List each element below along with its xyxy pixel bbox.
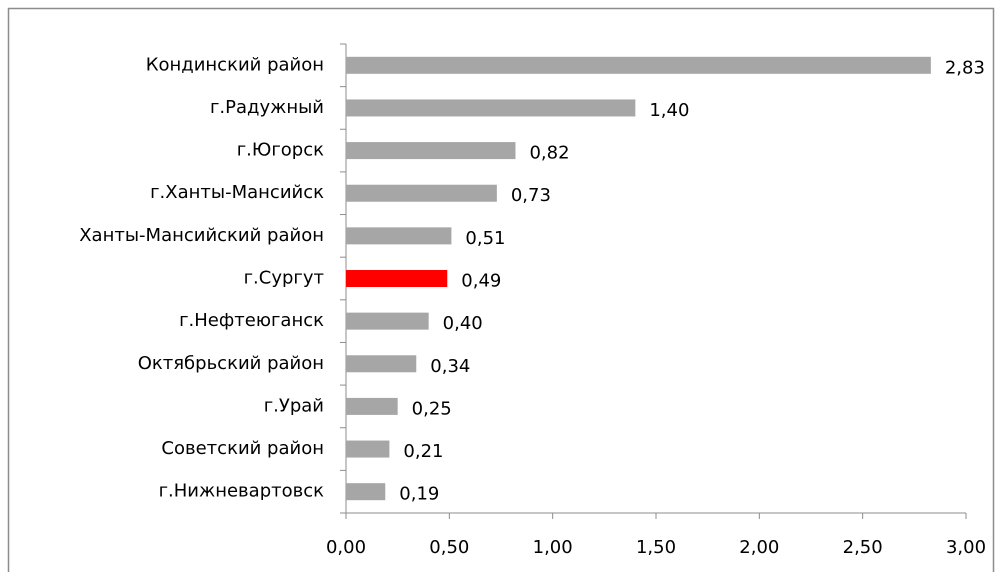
value-label: 0,73 bbox=[511, 185, 551, 206]
bar bbox=[346, 184, 497, 202]
value-label: 2,83 bbox=[945, 57, 985, 78]
bar bbox=[346, 440, 390, 458]
y-tick-label: г.Югорск bbox=[237, 140, 324, 161]
y-tick-label: г.Радужный bbox=[210, 97, 324, 118]
y-tick-label: г.Сургут bbox=[244, 268, 324, 289]
chart-frame bbox=[7, 7, 995, 572]
bar bbox=[346, 355, 417, 373]
bar bbox=[346, 227, 452, 245]
value-label: 0,19 bbox=[399, 484, 439, 505]
y-tick-label: Октябрьский район bbox=[138, 353, 324, 374]
bar bbox=[346, 56, 931, 74]
bar bbox=[346, 99, 636, 117]
y-tick-label: Советский район bbox=[161, 438, 324, 459]
value-label: 0,82 bbox=[529, 143, 569, 164]
x-tick-label: 2,00 bbox=[739, 537, 779, 558]
y-tick-label: г.Урай bbox=[264, 395, 324, 416]
value-label: 0,51 bbox=[465, 228, 505, 249]
bar bbox=[346, 312, 429, 330]
x-tick-label: 2,50 bbox=[843, 537, 883, 558]
value-label: 1,40 bbox=[649, 100, 689, 121]
value-label: 0,40 bbox=[443, 313, 483, 334]
bar bbox=[346, 397, 398, 415]
x-tick-label: 0,00 bbox=[326, 537, 366, 558]
x-tick-label: 0,50 bbox=[429, 537, 469, 558]
x-tick-label: 3,00 bbox=[946, 537, 986, 558]
x-tick-label: 1,00 bbox=[533, 537, 573, 558]
value-label: 0,34 bbox=[430, 356, 470, 377]
bar bbox=[346, 270, 448, 287]
bar bbox=[346, 142, 516, 160]
y-tick-label: Кондинский район bbox=[146, 54, 324, 75]
value-label: 0,21 bbox=[403, 441, 443, 462]
y-tick-label: г.Нефтеюганск bbox=[179, 310, 324, 331]
bar bbox=[346, 483, 386, 501]
x-tick-label: 1,50 bbox=[636, 537, 676, 558]
y-tick-label: Ханты-Мансийский район bbox=[79, 225, 324, 246]
value-label: 0,25 bbox=[412, 398, 452, 419]
y-tick-label: г.Ханты-Мансийск bbox=[150, 182, 324, 203]
y-tick-label: г.Нижневартовск bbox=[159, 481, 325, 502]
value-label: 0,49 bbox=[461, 271, 501, 292]
